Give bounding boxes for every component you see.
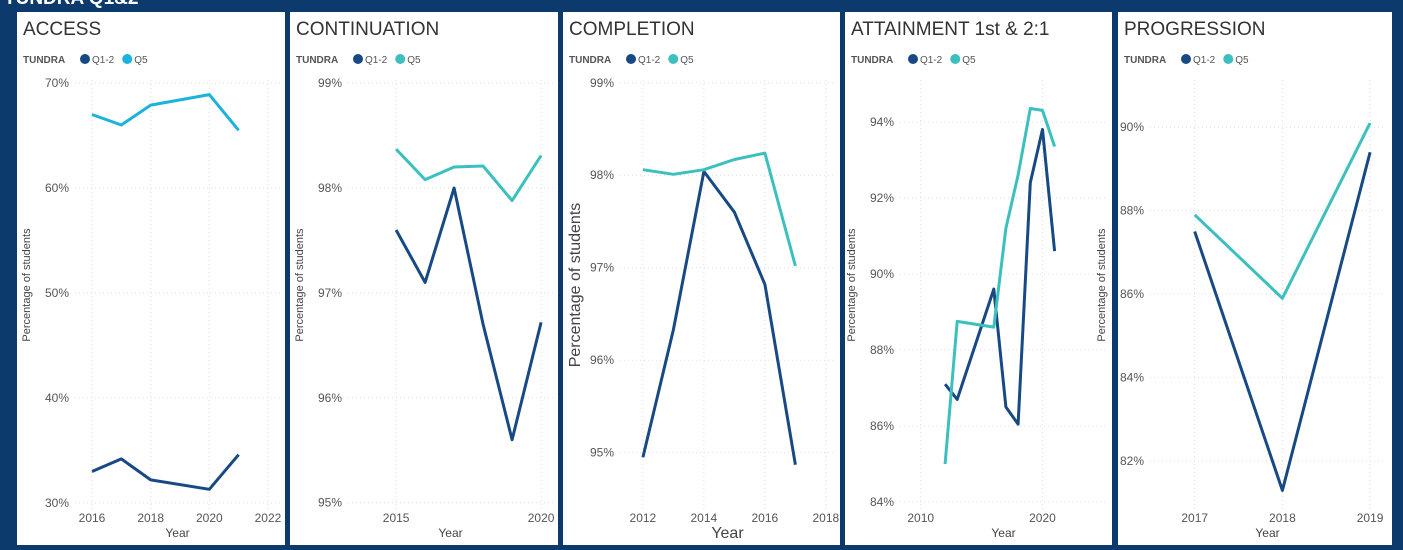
legend-label: Q1-2 (1193, 55, 1216, 66)
x-tick-label: 2019 (1357, 511, 1384, 525)
line (1193, 151, 1372, 492)
y-tick-label: 94% (870, 115, 894, 129)
y-axis-title: Percentage of students (1096, 228, 1108, 342)
legend-dot (395, 54, 406, 64)
x-tick-label: 2018 (137, 511, 164, 525)
legend-title: TUNDRA (569, 55, 611, 66)
x-tick-label: 2016 (752, 511, 779, 525)
y-tick-label: 99% (318, 76, 342, 90)
y-axis-title: Percentage of students (846, 228, 858, 342)
line (943, 127, 1057, 426)
line (1193, 122, 1372, 300)
legend-dot (950, 54, 961, 64)
y-tick-label: 30% (45, 496, 69, 510)
y-axis-title: Percentage of students (21, 228, 33, 342)
x-tick-label: 2012 (630, 511, 657, 525)
panel (1118, 12, 1392, 545)
legend-title: TUNDRA (296, 55, 338, 66)
y-tick-label: 95% (590, 446, 614, 460)
x-tick-label: 2020 (528, 511, 555, 525)
legend-label: Q1-2 (920, 55, 943, 66)
x-tick-label: 2016 (79, 511, 106, 525)
y-tick-label: 95% (318, 496, 342, 510)
line (91, 453, 240, 491)
chart-title: ATTAINMENT 1st & 2:1 (851, 19, 1050, 40)
panel (563, 12, 840, 545)
x-tick-label: 2017 (1181, 511, 1208, 525)
y-tick-label: 70% (45, 76, 69, 90)
legend-title: TUNDRA (851, 55, 893, 66)
line (641, 170, 797, 465)
legend-dot (668, 54, 679, 64)
y-tick-label: 86% (870, 419, 894, 433)
x-tick-label: 2020 (196, 511, 223, 525)
line (91, 93, 240, 132)
x-tick-label: 2022 (255, 511, 282, 525)
y-tick-label: 84% (870, 495, 894, 509)
legend-label: Q5 (1235, 55, 1249, 66)
chart-title: COMPLETION (569, 19, 695, 40)
y-tick-label: 88% (1120, 204, 1144, 218)
legend-label: Q5 (134, 55, 148, 66)
legend-label: Q5 (962, 55, 976, 66)
x-tick-label: 2020 (1029, 511, 1056, 525)
y-tick-label: 50% (45, 286, 69, 300)
panel (845, 12, 1112, 545)
y-tick-label: 90% (1120, 120, 1144, 134)
legend-title: TUNDRA (23, 55, 65, 66)
line (394, 186, 543, 442)
x-axis-title: Year (991, 526, 1015, 540)
y-tick-label: 99% (590, 76, 614, 90)
y-tick-label: 97% (590, 261, 614, 275)
y-tick-label: 86% (1120, 287, 1144, 301)
x-tick-label: 2018 (812, 511, 839, 525)
y-tick-label: 96% (318, 391, 342, 405)
chart-title: ACCESS (23, 19, 101, 40)
x-axis-title: Year (1255, 526, 1279, 540)
y-tick-label: 96% (590, 353, 614, 367)
y-tick-label: 98% (590, 168, 614, 182)
line (642, 151, 797, 267)
panel (17, 12, 285, 545)
y-tick-label: 84% (1120, 371, 1144, 385)
y-tick-label: 97% (318, 286, 342, 300)
y-tick-label: 88% (870, 343, 894, 357)
line (395, 148, 543, 203)
chart-title: CONTINUATION (296, 19, 439, 40)
legend-label: Q1-2 (92, 55, 115, 66)
y-axis-title: Percentage of students (567, 203, 584, 368)
y-axis-title: Percentage of students (294, 228, 306, 342)
legend-label: Q5 (680, 55, 694, 66)
x-axis-title: Year (165, 526, 189, 540)
legend-dot (908, 54, 918, 64)
x-tick-label: 2014 (691, 511, 718, 525)
y-tick-label: 60% (45, 181, 69, 195)
legend-dot (626, 54, 636, 64)
y-tick-label: 40% (45, 391, 69, 405)
x-axis-title: Year (438, 526, 462, 540)
y-tick-label: 82% (1120, 454, 1144, 468)
legend-dot (1223, 54, 1234, 64)
page-title: TUNDRA Q1&2 (4, 0, 138, 9)
x-tick-label: 2015 (383, 511, 410, 525)
legend-dot (122, 54, 133, 64)
y-tick-label: 92% (870, 191, 894, 205)
legend-dot (1181, 54, 1191, 64)
line (943, 107, 1057, 465)
legend-dot (80, 54, 90, 64)
x-tick-label: 2010 (907, 511, 934, 525)
legend-label: Q1-2 (365, 55, 388, 66)
legend-title: TUNDRA (1124, 55, 1166, 66)
legend-label: Q5 (407, 55, 421, 66)
x-tick-label: 2018 (1269, 511, 1296, 525)
legend-label: Q1-2 (638, 55, 661, 66)
y-tick-label: 90% (870, 267, 894, 281)
x-axis-title: Year (711, 525, 744, 542)
legend-dot (353, 54, 363, 64)
y-tick-label: 98% (318, 181, 342, 195)
chart-title: PROGRESSION (1124, 19, 1265, 40)
